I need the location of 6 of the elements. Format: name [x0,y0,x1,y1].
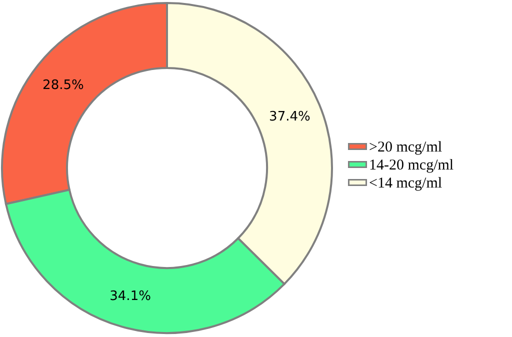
data-label: 28.5% [42,78,84,93]
legend-label: >20 mcg/ml [369,140,442,156]
data-label: 34.1% [110,288,151,304]
data-label: 37.4% [269,110,310,125]
legend-label: <14 mcg/ml [369,176,442,192]
legend-label: 14-20 mcg/ml [369,158,454,174]
